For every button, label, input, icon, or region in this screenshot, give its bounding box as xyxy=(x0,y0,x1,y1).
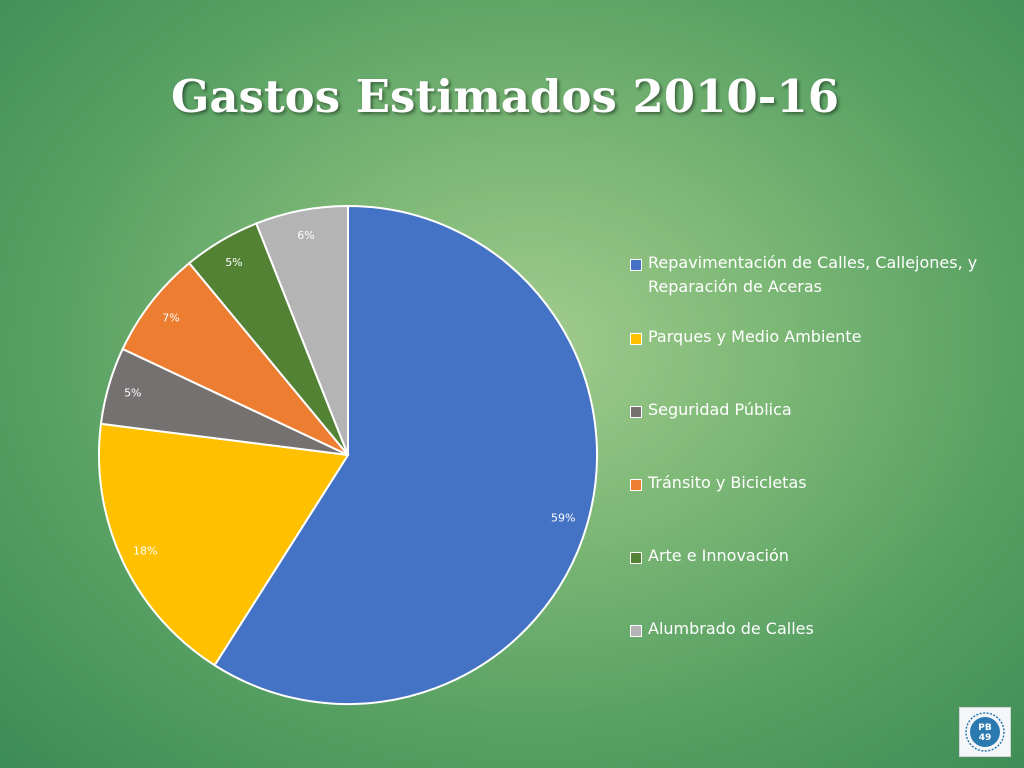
legend-label-0: Repavimentación de Calles, Callejones, y… xyxy=(648,253,978,296)
legend-item-4: Arte e Innovación xyxy=(630,546,990,568)
legend-swatch-4 xyxy=(630,552,642,564)
pie-slice-label-4: 5% xyxy=(225,256,242,269)
pie-slices xyxy=(98,204,598,705)
legend-swatch-2 xyxy=(630,406,642,418)
svg-text:PB: PB xyxy=(978,723,992,733)
pie-slice-label-3: 7% xyxy=(162,312,179,325)
pb49-logo-icon: PB 49 xyxy=(959,707,1011,757)
legend-swatch-5 xyxy=(630,625,642,637)
svg-text:49: 49 xyxy=(979,733,992,743)
legend-label-3: Tránsito y Bicicletas xyxy=(648,473,807,492)
pie-slice-labels: 59% 18% 5% 7% 5% 6% xyxy=(124,229,575,558)
legend-swatch-0 xyxy=(630,259,642,271)
legend-swatch-3 xyxy=(630,479,642,491)
legend-label-2: Seguridad Pública xyxy=(648,400,792,419)
pie-slice-5 xyxy=(255,204,349,456)
legend-swatch-1 xyxy=(630,333,642,345)
legend-label-1: Parques y Medio Ambiente xyxy=(648,327,862,346)
legend-label-5: Alumbrado de Calles xyxy=(648,619,814,638)
slide-title: Gastos Estimados 2010-16 xyxy=(170,70,840,123)
legend-item-3: Tránsito y Bicicletas xyxy=(630,473,990,495)
legend-item-0: Repavimentación de Calles, Callejones, y… xyxy=(630,253,990,299)
legend-item-5: Alumbrado de Calles xyxy=(630,619,990,641)
pie-slice-label-5: 6% xyxy=(297,229,314,242)
pie-slice-1 xyxy=(98,422,350,667)
pie-slice-label-1: 18% xyxy=(133,544,157,557)
pie-slice-3 xyxy=(121,261,349,456)
legend-item-2: Seguridad Pública xyxy=(630,400,990,422)
legend-label-4: Arte e Innovación xyxy=(648,546,789,565)
legend-item-1: Parques y Medio Ambiente xyxy=(630,327,990,349)
pie-slice-label-2: 5% xyxy=(124,386,141,399)
pie-slice-label-0: 59% xyxy=(551,512,575,525)
pie-slice-0 xyxy=(213,204,598,705)
